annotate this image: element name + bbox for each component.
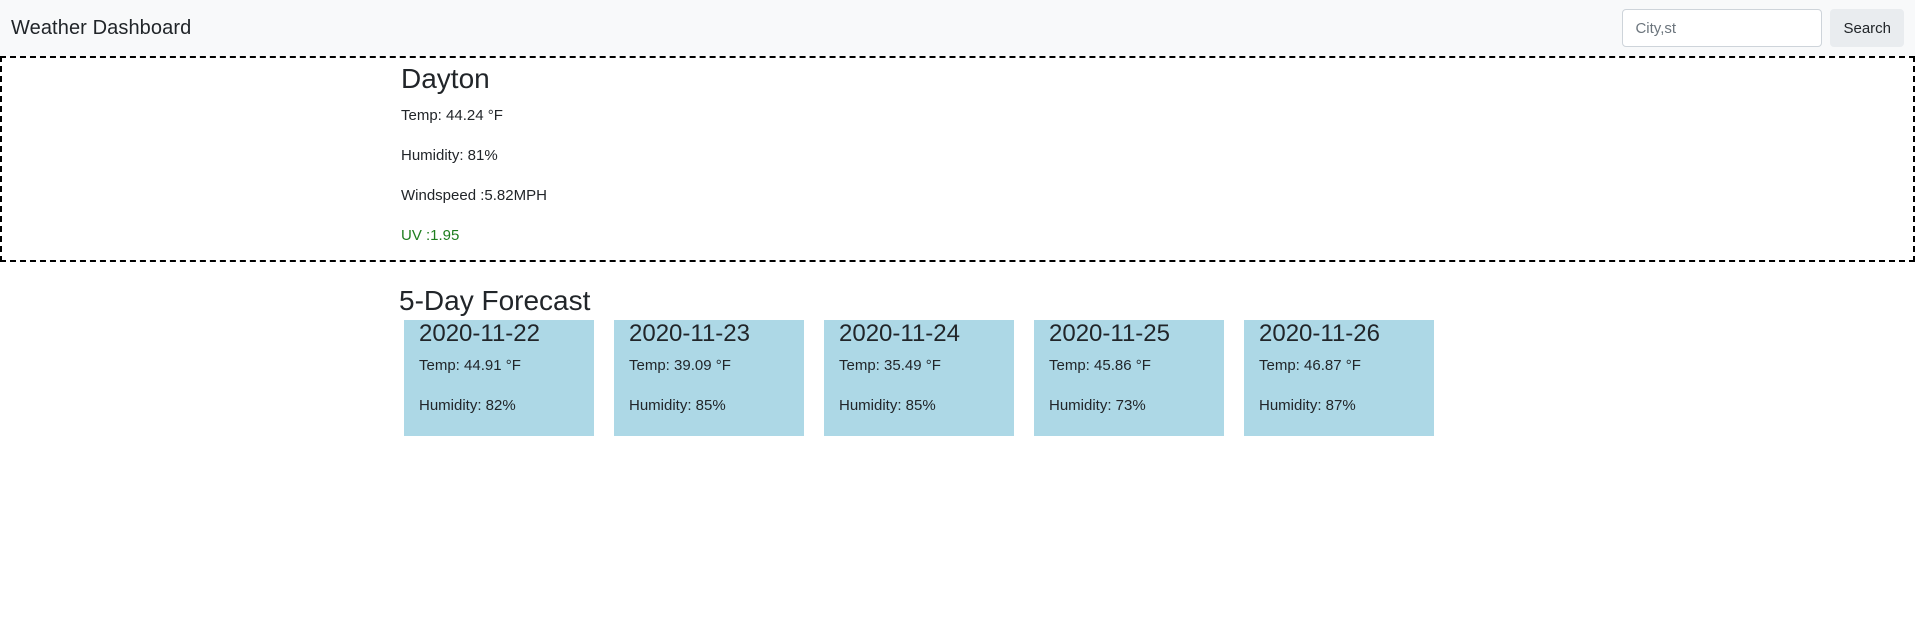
navbar: Weather Dashboard Search <box>0 0 1915 56</box>
current-uv-index: UV :1.95 <box>401 226 460 244</box>
current-weather-content: Dayton Temp: 44.24 °F Humidity: 81% Wind… <box>401 62 547 248</box>
forecast-date: 2020-11-26 <box>1259 319 1380 347</box>
forecast-card: 2020-11-26 Temp: 46.87 °F Humidity: 87% <box>1244 319 1434 436</box>
forecast-date: 2020-11-24 <box>839 319 960 347</box>
current-weather-panel: Dayton Temp: 44.24 °F Humidity: 81% Wind… <box>0 56 1915 262</box>
forecast-temp: Temp: 45.86 °F <box>1049 357 1151 375</box>
brand-title: Weather Dashboard <box>11 16 192 39</box>
forecast-card: 2020-11-23 Temp: 39.09 °F Humidity: 85% <box>614 319 804 436</box>
forecast-temp: Temp: 39.09 °F <box>629 357 731 375</box>
forecast-card: 2020-11-22 Temp: 44.91 °F Humidity: 82% <box>404 319 594 436</box>
forecast-section: 5-Day Forecast 2020-11-22 Temp: 44.91 °F… <box>399 284 1434 436</box>
forecast-humidity: Humidity: 82% <box>419 397 516 415</box>
forecast-card: 2020-11-24 Temp: 35.49 °F Humidity: 85% <box>824 319 1014 436</box>
forecast-card: 2020-11-25 Temp: 45.86 °F Humidity: 73% <box>1034 319 1224 436</box>
forecast-date: 2020-11-22 <box>419 319 540 347</box>
current-temp: Temp: 44.24 °F <box>401 106 503 124</box>
current-humidity: Humidity: 81% <box>401 146 498 164</box>
forecast-date: 2020-11-23 <box>629 319 750 347</box>
forecast-date: 2020-11-25 <box>1049 319 1170 347</box>
search-form: Search <box>1622 9 1904 47</box>
forecast-temp: Temp: 44.91 °F <box>419 357 521 375</box>
forecast-temp: Temp: 35.49 °F <box>839 357 941 375</box>
forecast-humidity: Humidity: 73% <box>1049 397 1146 415</box>
forecast-humidity: Humidity: 85% <box>629 397 726 415</box>
forecast-humidity: Humidity: 87% <box>1259 397 1356 415</box>
forecast-humidity: Humidity: 85% <box>839 397 936 415</box>
forecast-temp: Temp: 46.87 °F <box>1259 357 1361 375</box>
search-input[interactable] <box>1622 9 1823 47</box>
forecast-title: 5-Day Forecast <box>399 285 591 316</box>
city-name: Dayton <box>401 63 490 94</box>
forecast-cards: 2020-11-22 Temp: 44.91 °F Humidity: 82% … <box>399 319 1434 436</box>
search-button[interactable]: Search <box>1830 9 1904 47</box>
current-windspeed: Windspeed :5.82MPH <box>401 186 547 204</box>
